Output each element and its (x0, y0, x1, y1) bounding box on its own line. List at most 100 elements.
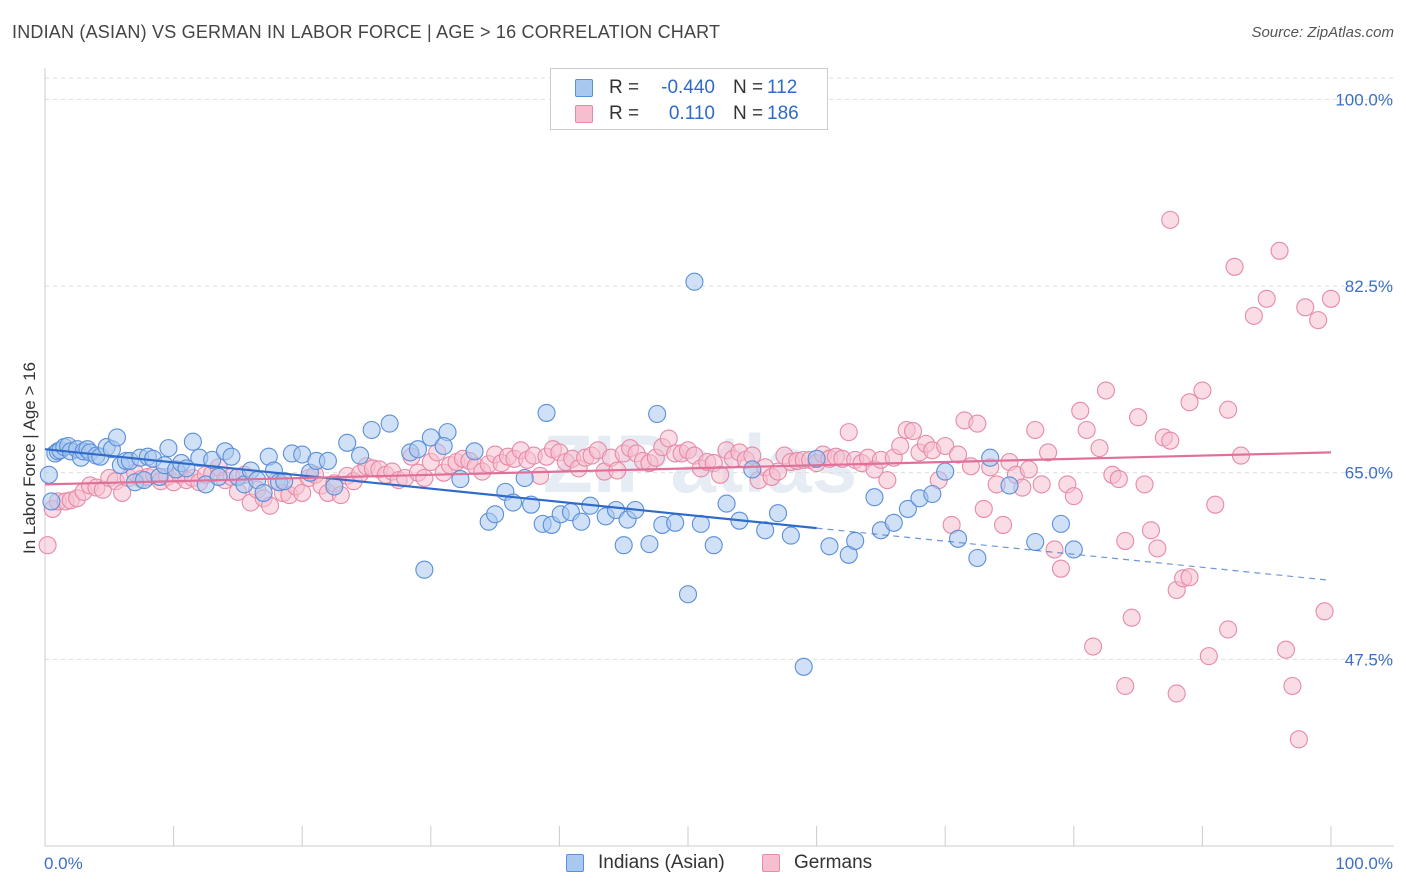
indians-point (923, 484, 942, 504)
stats-legend: R = -0.440 N = 112 R = 0.110 N = 186 (550, 68, 828, 130)
n-value: 112 (767, 77, 798, 98)
germans-point (659, 429, 678, 448)
indians-point (486, 505, 505, 524)
blue-swatch (566, 854, 584, 872)
indians-point (685, 272, 704, 291)
germans-point (293, 483, 312, 502)
germans-point (1180, 568, 1199, 587)
germans-point (1199, 647, 1218, 666)
germans-point (1244, 306, 1263, 325)
germans-point (1296, 298, 1315, 317)
y-axis-label: In Labor Force | Age > 16 (20, 361, 39, 555)
germans-point (974, 499, 993, 518)
y-tick-label: 47.5% (1345, 650, 1393, 669)
indians-point (465, 442, 484, 461)
indians-point (351, 446, 370, 465)
indians-point (134, 471, 154, 490)
germans-point (1161, 431, 1180, 450)
indians-point (678, 585, 698, 604)
chart-title: INDIAN (ASIAN) VS GERMAN IN LABOR FORCE … (12, 22, 721, 42)
indians-point (42, 492, 61, 511)
pink-swatch (762, 854, 780, 872)
germans-point (968, 414, 987, 433)
germans-point (1096, 381, 1115, 400)
germans-point (113, 483, 132, 502)
indians-point (981, 448, 1000, 467)
germans-point (1026, 420, 1045, 440)
indians-point (203, 450, 222, 469)
indians-trend-line (44, 448, 817, 530)
germans-point (38, 536, 57, 555)
germans-point (1090, 439, 1109, 458)
indians-point (949, 529, 968, 548)
indians-point (614, 536, 633, 555)
indians-point (537, 403, 556, 422)
germans-point (1257, 289, 1276, 308)
indians-point (159, 439, 178, 458)
germans-point (891, 436, 910, 456)
legend-label-germans: Germans (794, 852, 873, 873)
indians-point (515, 468, 534, 488)
indians-point (794, 657, 813, 676)
germans-point (878, 471, 897, 490)
germans-point (1129, 408, 1148, 427)
indians-point (362, 420, 381, 440)
axes (44, 68, 1394, 847)
indians-point (781, 526, 800, 545)
indians-point (743, 460, 762, 479)
germans-point (994, 515, 1013, 534)
r-label: R = (609, 77, 640, 98)
germans-point (415, 468, 434, 488)
germans-point (1071, 401, 1090, 420)
germans-point (1219, 400, 1238, 419)
indians-point (648, 404, 667, 424)
legend-row-indians: R = -0.440 N = 112 (551, 75, 827, 101)
legend-label-indians: Indians (Asian) (598, 852, 725, 873)
indians-point (183, 432, 202, 451)
indians-point (408, 440, 427, 459)
indians-point (717, 494, 736, 513)
indians-point (807, 449, 826, 468)
indians-point (640, 535, 659, 554)
germans-point (1167, 684, 1186, 703)
indians-point (968, 548, 987, 568)
x-tick-label: 0.0% (44, 854, 83, 873)
y-tick-label: 100.0% (1335, 90, 1393, 109)
trend-lines (44, 448, 1332, 581)
germans-point (839, 423, 858, 442)
indians-point (421, 428, 440, 447)
y-tick-label: 82.5% (1345, 277, 1393, 296)
indians-point (318, 451, 337, 470)
indians-point (39, 465, 58, 484)
x-tick-label: 100.0% (1335, 854, 1393, 873)
indians-point (254, 483, 273, 502)
germans-point (1116, 531, 1135, 550)
germans-point (1148, 539, 1167, 558)
germans-point (1219, 620, 1238, 639)
indians-point (606, 500, 626, 520)
germans-point (1276, 640, 1296, 659)
r-value: 0.110 (668, 103, 715, 124)
indians-point (768, 504, 788, 523)
n-label: N = (733, 103, 764, 124)
indians-point (338, 433, 357, 452)
indians-point (865, 488, 884, 507)
germans-point (1019, 460, 1038, 479)
germans-trend-line (44, 451, 1332, 486)
germans-point (1225, 257, 1244, 276)
germans-point (1077, 420, 1096, 440)
germans-point (949, 445, 968, 464)
germans-point (1321, 289, 1341, 308)
indians-point (704, 536, 723, 555)
indians-point (325, 477, 344, 496)
indians-point (884, 513, 903, 532)
x-tick-labels: 0.0% 100.0% (44, 854, 1393, 873)
indians-point (666, 513, 685, 532)
indians-point (1000, 476, 1019, 495)
germans-point (1141, 521, 1161, 540)
germans-point (531, 466, 550, 485)
indians-point (1051, 514, 1070, 533)
germans-point (1283, 676, 1302, 696)
indians-point (380, 414, 399, 433)
indians-point (209, 467, 228, 486)
